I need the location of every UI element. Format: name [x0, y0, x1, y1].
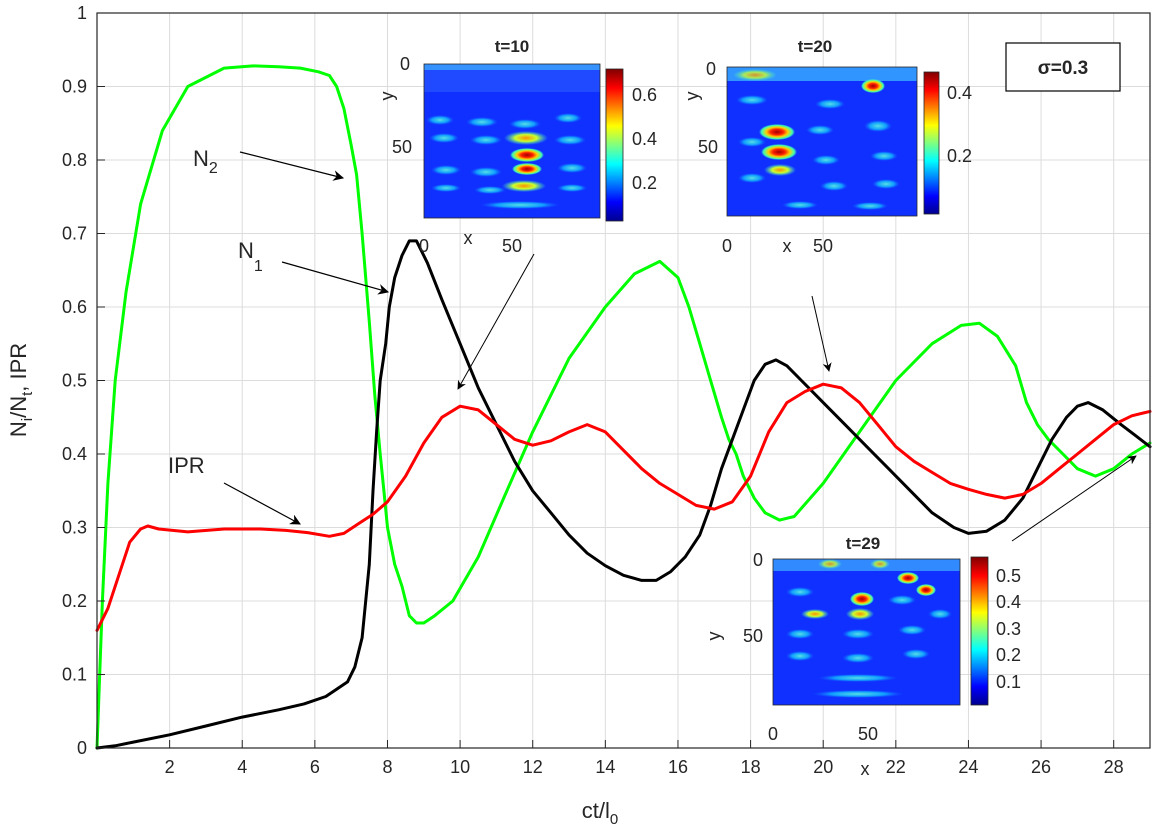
inset-t10-cbar-tick-04: 0.4 [632, 129, 657, 149]
inset-t20-heatmap [726, 66, 918, 217]
inset-t29-ytick-0: 0 [753, 550, 763, 570]
inset-t20-ytick-0: 0 [706, 59, 716, 79]
inset-t29-title: t=29 [846, 534, 881, 553]
inset-t10-cbar-tick-06: 0.6 [632, 85, 657, 105]
y-tick-label: 0.5 [62, 371, 87, 391]
x-tick-label: 18 [741, 757, 761, 777]
x-tick-label: 16 [668, 757, 688, 777]
inset-t10-xlabel: x [464, 228, 473, 248]
n1-label-arrow [281, 261, 390, 295]
series-line-ipr [95, 382, 1152, 632]
inset-t29-cbar-tick-05: 0.5 [996, 566, 1021, 586]
y-tick-label: 0.1 [62, 665, 87, 685]
y-tick-label: 0.7 [62, 224, 87, 244]
curve-labels: N2 N1 IPR [168, 146, 390, 525]
inset-t10-cbar-tick-02: 0.2 [632, 173, 657, 193]
n2-label: N2 [193, 146, 218, 177]
y-tick-label: 0.3 [62, 518, 87, 538]
inset-t20: t=20 0 [682, 37, 972, 256]
inset-t29-xtick-0: 0 [768, 724, 778, 744]
inset-t20-cbar-tick-04: 0.4 [947, 83, 972, 103]
inset-t29-cbar-tick-04: 0.4 [996, 592, 1021, 612]
inset-t20-ylabel: y [682, 92, 702, 101]
inset-t10-xtick-0: 0 [419, 236, 429, 256]
grid-lines [97, 12, 1150, 749]
inset-t29-colorbar [970, 556, 989, 706]
x-tick-label: 8 [382, 757, 392, 777]
y-tick-label: 0.9 [62, 77, 87, 97]
inset-t29-cbar-tick-02: 0.2 [996, 645, 1021, 665]
tick-labels: 2 4 6 8 10 12 14 16 18 20 22 24 26 2800.10.20.30.40.5… [62, 3, 1124, 777]
series-line-n1 [95, 239, 1152, 750]
inset-1-pointer-arrow [457, 253, 535, 390]
x-tick-label: 24 [958, 757, 978, 777]
inset-t29-xlabel: x [861, 759, 870, 779]
inset-3-pointer-arrow [1011, 455, 1137, 542]
inset-pointer-arrows [457, 253, 1137, 542]
inset-t20-xtick-0: 0 [722, 236, 732, 256]
series-line-n2 [95, 64, 1152, 750]
y-tick-label: 0.6 [62, 297, 87, 317]
inset-t29-xtick-50: 50 [858, 724, 878, 744]
inset-t20-xlabel: x [783, 236, 792, 256]
y-tick-label: 0 [77, 738, 87, 758]
inset-t10-ytick-50: 50 [392, 137, 412, 157]
inset-t10-title: t=10 [495, 37, 530, 56]
inset-t20-xtick-50: 50 [813, 236, 833, 256]
inset-2-pointer-arrow [811, 295, 832, 372]
y-tick-label: 0.2 [62, 591, 87, 611]
sigma-box: σ=0.3 [1005, 42, 1121, 92]
inset-t29-heatmap [772, 558, 961, 706]
inset-t10-ylabel: y [377, 92, 397, 101]
inset-t29-cbar-tick-03: 0.3 [996, 619, 1021, 639]
x-tick-label: 26 [1031, 757, 1051, 777]
n2-label-arrow [239, 151, 345, 181]
ipr-label-arrow [223, 482, 301, 525]
x-tick-label: 28 [1104, 757, 1124, 777]
inset-t20-title: t=20 [798, 37, 833, 56]
inset-t29-cbar-tick-01: 0.1 [996, 672, 1021, 692]
inset-t20-colorbar [923, 71, 940, 215]
x-tick-label: 6 [310, 757, 320, 777]
x-axis-title-subscript: 0 [610, 811, 618, 828]
x-tick-label: 14 [595, 757, 615, 777]
inset-t20-cbar-tick-02: 0.2 [947, 146, 972, 166]
inset-t10-heatmap [423, 63, 601, 219]
inset-t20-ytick-50: 50 [698, 137, 718, 157]
sigma-label: σ=0.3 [1038, 58, 1089, 79]
series-layer [95, 64, 1152, 750]
y-tick-label: 0.8 [62, 150, 87, 170]
inset-t10-ytick-0: 0 [400, 54, 410, 74]
ipr-label: IPR [168, 453, 205, 478]
inset-t29-ylabel: y [704, 632, 724, 641]
n1-label: N1 [238, 238, 263, 275]
inset-t29: t=29 [704, 534, 1021, 779]
x-tick-label: 20 [813, 757, 833, 777]
x-tick-label: 22 [886, 757, 906, 777]
inset-t10-xtick-50: 50 [502, 236, 522, 256]
x-tick-label: 10 [450, 757, 470, 777]
inset-t29-ytick-50: 50 [743, 626, 763, 646]
x-tick-label: 4 [237, 757, 247, 777]
axes [96, 12, 1151, 749]
y-tick-label: 0.4 [62, 444, 87, 464]
x-tick-label: 2 [165, 757, 175, 777]
inset-t10: t=10 [377, 37, 657, 256]
x-axis-title: ct/l0 [582, 798, 618, 828]
y-tick-label: 1 [77, 3, 87, 23]
x-tick-label: 12 [523, 757, 543, 777]
y-axis-title: Ni/Nt, IPR [6, 343, 36, 437]
inset-t10-colorbar [605, 68, 624, 222]
